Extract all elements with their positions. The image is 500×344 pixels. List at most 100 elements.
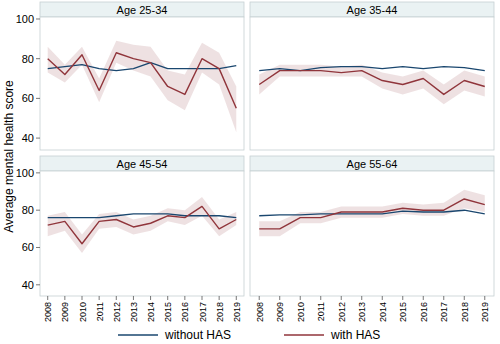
x-tick — [99, 296, 100, 300]
x-tick — [361, 296, 362, 300]
x-tick — [64, 296, 65, 300]
x-tick — [464, 296, 465, 300]
x-tick — [443, 296, 444, 300]
x-tick-label: 2016 — [419, 302, 429, 322]
legend: without HAS with HAS — [118, 328, 380, 342]
y-tick — [36, 98, 40, 99]
x-tick-label: 2016 — [180, 302, 190, 322]
panel-strip — [40, 156, 244, 171]
series-line — [48, 206, 237, 243]
confidence-band — [259, 190, 485, 237]
confidence-band — [48, 197, 237, 253]
legend-label: without HAS — [164, 328, 231, 342]
x-tick — [184, 296, 185, 300]
legend-swatch — [118, 334, 158, 336]
x-tick — [259, 296, 260, 300]
panel-title: Age 45-54 — [117, 158, 168, 170]
x-tick — [219, 296, 220, 300]
plot-area — [250, 171, 494, 296]
panel-title: Age 25-34 — [117, 4, 168, 16]
y-tick-label: 100 — [16, 167, 34, 179]
x-tick-label: 2012 — [112, 302, 122, 322]
x-tick-label: 2008 — [43, 302, 53, 322]
legend-swatch — [284, 334, 324, 336]
x-tick — [423, 296, 424, 300]
x-tick-label: 2009 — [60, 302, 70, 322]
y-tick — [36, 284, 40, 285]
panel: Age 55-64 2008 2009 2010 2011 2012 2013 2014 201… — [250, 156, 494, 322]
x-tick-label: 2015 — [398, 302, 408, 322]
x-tick-label: 2012 — [337, 302, 347, 322]
y-tick — [36, 247, 40, 248]
x-tick-label: 2017 — [198, 302, 208, 322]
data-group — [259, 190, 485, 237]
x-tick-label: 2017 — [439, 302, 449, 322]
x-tick-label: 2019 — [232, 302, 242, 322]
x-tick — [47, 296, 48, 300]
x-tick-label: 2014 — [378, 302, 388, 322]
data-group — [48, 41, 237, 132]
panel: Age 25-34 40 60 80 100 — [16, 2, 244, 150]
series-line — [259, 71, 485, 95]
x-tick — [150, 296, 151, 300]
y-tick-label: 80 — [22, 204, 34, 216]
panel: Age 35-44 — [250, 2, 494, 150]
x-tick-label: 2018 — [215, 302, 225, 322]
data-group — [259, 65, 485, 105]
y-tick — [36, 18, 40, 19]
x-tick — [202, 296, 203, 300]
y-tick — [36, 210, 40, 211]
panel-strip — [250, 156, 494, 171]
plot-area — [250, 17, 494, 150]
x-tick-label: 2011 — [95, 302, 105, 321]
panel-strip — [40, 2, 244, 17]
x-tick-label: 2014 — [146, 302, 156, 322]
x-tick-label: 2013 — [129, 302, 139, 322]
y-axis-label: Average mental health score — [2, 80, 16, 233]
x-tick-label: 2013 — [357, 302, 367, 322]
series-line — [259, 210, 485, 216]
panel: Age 45-54 40 60 80 100 2008 2009 2010 2011 2012 20… — [16, 156, 244, 322]
x-tick — [300, 296, 301, 300]
y-tick-label: 60 — [22, 92, 34, 104]
confidence-band — [259, 65, 485, 105]
panel-title: Age 55-64 — [347, 158, 398, 170]
y-tick — [36, 138, 40, 139]
y-tick-label: 40 — [22, 279, 34, 291]
y-tick — [36, 172, 40, 173]
x-tick — [382, 296, 383, 300]
y-tick-label: 80 — [22, 53, 34, 65]
x-tick-label: 2008 — [255, 302, 265, 322]
legend-label: with HAS — [330, 328, 380, 342]
panel-strip — [250, 2, 494, 17]
x-tick — [116, 296, 117, 300]
y-tick — [36, 58, 40, 59]
series-line — [48, 63, 237, 71]
x-tick-label: 2009 — [275, 302, 285, 322]
series-line — [259, 199, 485, 229]
plot-area — [40, 171, 244, 296]
x-tick — [236, 296, 237, 300]
x-tick-label: 2011 — [316, 302, 326, 321]
chart: Average mental health score Age 25-34 40 60… — [0, 0, 500, 344]
x-tick-label: 2010 — [296, 302, 306, 322]
x-tick-label: 2015 — [163, 302, 173, 322]
y-tick-label: 100 — [16, 13, 34, 25]
x-tick-label: 2019 — [480, 302, 490, 322]
data-group — [48, 197, 237, 253]
series-line — [48, 53, 237, 109]
x-tick — [341, 296, 342, 300]
confidence-band — [48, 41, 237, 132]
x-tick — [82, 296, 83, 300]
x-tick-label: 2018 — [460, 302, 470, 322]
y-tick-label: 60 — [22, 241, 34, 253]
x-tick — [167, 296, 168, 300]
x-tick-label: 2010 — [78, 302, 88, 322]
plot-area — [40, 17, 244, 150]
x-tick — [133, 296, 134, 300]
y-tick-label: 40 — [22, 132, 34, 144]
x-tick — [402, 296, 403, 300]
x-tick — [279, 296, 280, 300]
x-tick — [320, 296, 321, 300]
background — [0, 0, 500, 344]
